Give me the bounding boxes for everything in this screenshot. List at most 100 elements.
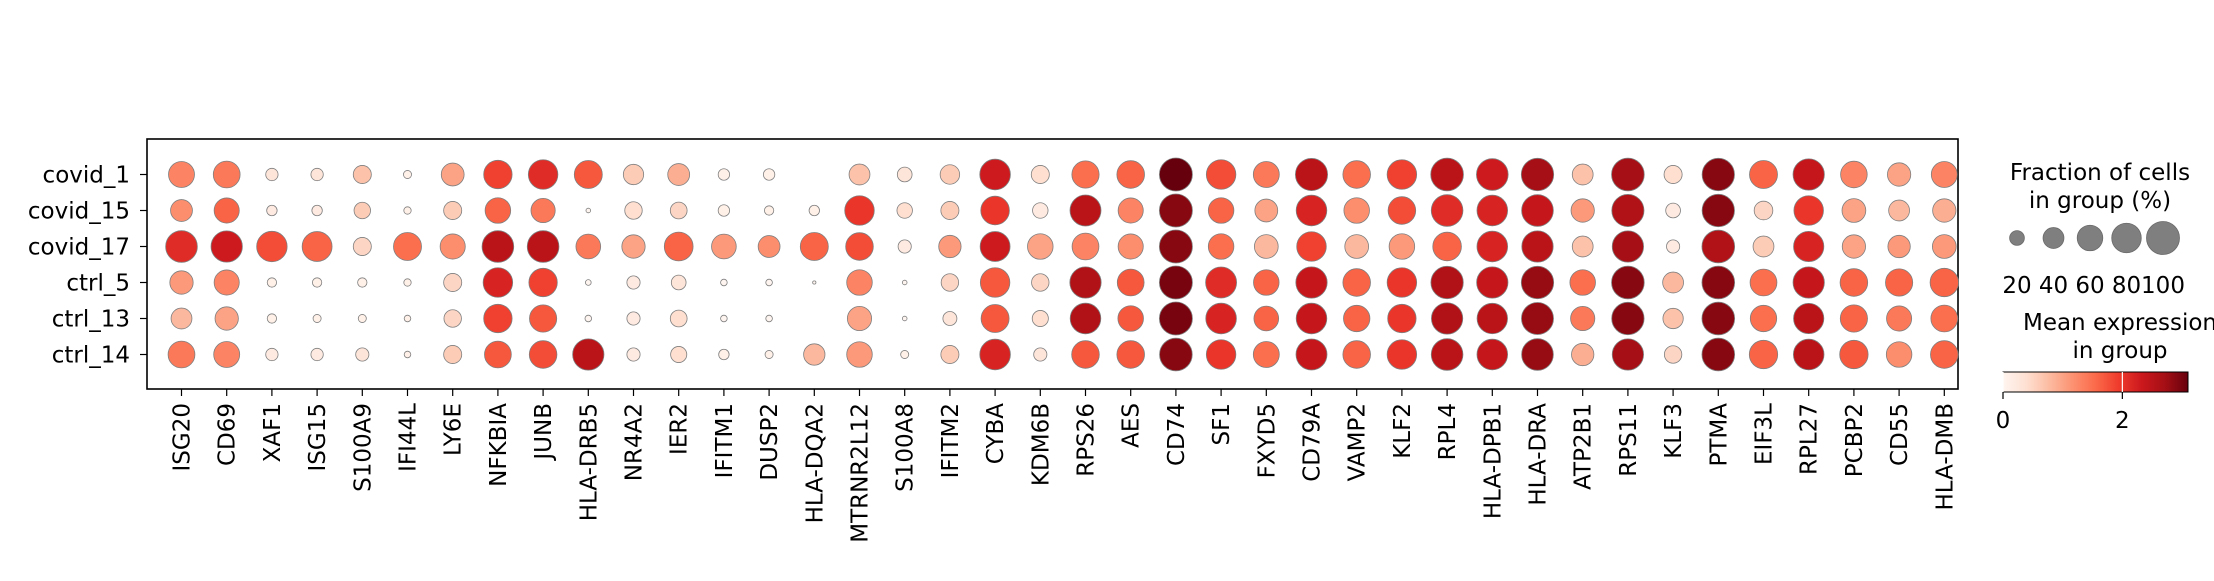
dot-ctrl-5-atp2b1 <box>1569 269 1596 296</box>
dot-covid-15-ly6e <box>443 201 463 220</box>
x-label-isg15: ISG15 <box>305 403 331 471</box>
dot-covid-15-hla-dmb <box>1932 198 1957 223</box>
dot-covid-15-cyba <box>980 195 1010 226</box>
dot-ctrl-5-dusp2 <box>765 278 773 287</box>
dot-ctrl-13-atp2b1 <box>1570 305 1596 332</box>
dot-ctrl-14-hla-drb5 <box>572 338 605 371</box>
dot-covid-1-cd55 <box>1887 162 1912 187</box>
dot-covid-1-cd69 <box>212 160 241 189</box>
size-legend-dot-20 <box>2009 230 2025 246</box>
size-legend-label-100: 100 <box>2141 273 2185 299</box>
dot-covid-1-s100a9 <box>352 165 372 184</box>
dot-covid-1-rps26 <box>1071 160 1100 189</box>
x-label-fxyd5: FXYD5 <box>1254 403 1280 478</box>
dot-ctrl-14-ier2 <box>670 346 688 363</box>
size-legend-label-60: 60 <box>2075 273 2104 299</box>
x-label-cyba: CYBA <box>983 403 1009 464</box>
dot-covid-1-cd79a <box>1295 158 1328 191</box>
dot-ctrl-13-rpl4 <box>1431 302 1464 335</box>
size-legend-title-line1: Fraction of cells <box>2010 160 2190 186</box>
dot-covid-17-rps11 <box>1611 230 1644 263</box>
dot-ctrl-14-hla-dra <box>1521 338 1554 371</box>
dot-ctrl-5-xaf1 <box>266 277 277 288</box>
x-label-hla-dmb: HLA-DMB <box>1932 403 1958 511</box>
colorbar-label-2: 2 <box>2115 408 2130 434</box>
dot-covid-17-fxyd5 <box>1254 234 1279 259</box>
dot-ctrl-5-sf1 <box>1205 266 1237 299</box>
dot-layer <box>165 157 1959 372</box>
x-label-aes: AES <box>1119 403 1145 448</box>
dot-covid-17-isg15 <box>301 231 333 262</box>
dot-ctrl-5-klf3 <box>1662 271 1684 294</box>
dot-ctrl-13-cd79a <box>1295 302 1328 335</box>
y-label-ctrl-14: ctrl_14 <box>52 343 130 369</box>
dot-covid-15-s100a8 <box>896 202 913 219</box>
dot-ctrl-14-ly6e <box>443 345 463 364</box>
dot-ctrl-14-hla-dpb1 <box>1476 338 1509 371</box>
dot-ctrl-5-hla-dmb <box>1929 267 1959 298</box>
y-label-covid-1: covid_1 <box>43 163 130 189</box>
dot-covid-17-s100a9 <box>352 237 372 256</box>
dot-ctrl-13-cd69 <box>214 306 239 331</box>
dot-ctrl-13-s100a9 <box>357 314 367 323</box>
x-label-atp2b1: ATP2B1 <box>1571 403 1597 490</box>
dot-ctrl-14-cd69 <box>213 341 241 368</box>
dot-covid-15-rpl27 <box>1793 195 1824 226</box>
dot-covid-17-ifitm1 <box>711 233 737 260</box>
dot-covid-15-atp2b1 <box>1570 198 1595 223</box>
dot-ctrl-5-cd55 <box>1885 268 1914 297</box>
dot-ctrl-5-fxyd5 <box>1253 269 1280 296</box>
dot-ctrl-13-ier2 <box>669 309 688 328</box>
dot-covid-1-cd74 <box>1159 157 1193 192</box>
dot-ctrl-13-cyba <box>980 304 1010 333</box>
dot-ctrl-5-s100a9 <box>357 277 368 288</box>
dot-ctrl-13-klf2 <box>1387 303 1417 334</box>
dot-ctrl-13-dusp2 <box>765 314 773 323</box>
dot-covid-15-cd79a <box>1295 194 1328 227</box>
dot-ctrl-14-cd55 <box>1885 341 1913 368</box>
x-label-ifitm1: IFITM1 <box>712 403 738 478</box>
dot-ctrl-13-rps26 <box>1069 302 1102 335</box>
y-label-ctrl-13: ctrl_13 <box>52 307 130 333</box>
dot-ctrl-14-s100a9 <box>355 347 370 362</box>
dot-covid-15-vamp2 <box>1343 197 1370 224</box>
dot-ctrl-5-nfkbia <box>482 267 514 298</box>
dot-ctrl-14-eif3l <box>1748 339 1779 370</box>
dot-covid-1-eif3l <box>1749 160 1778 189</box>
dot-covid-1-klf3 <box>1663 165 1683 184</box>
size-legend-dots <box>2009 221 2180 255</box>
dot-covid-1-fxyd5 <box>1252 161 1280 188</box>
dot-covid-17-s100a8 <box>897 239 912 254</box>
dot-ctrl-5-cd69 <box>213 269 240 296</box>
dot-covid-15-isg15 <box>311 204 323 217</box>
dot-ctrl-5-ifitm1 <box>720 278 728 287</box>
dot-covid-1-rpl4 <box>1430 157 1464 192</box>
dot-covid-1-kdm6b <box>1030 165 1050 184</box>
x-label-nfkbia: NFKBIA <box>486 403 512 487</box>
dot-ctrl-14-aes <box>1116 340 1145 369</box>
colorbar-label-0: 0 <box>1996 408 2011 434</box>
dot-ctrl-13-kdm6b <box>1031 310 1049 327</box>
x-label-cd74: CD74 <box>1164 403 1190 466</box>
dot-ctrl-14-ptma <box>1701 337 1736 372</box>
dot-covid-15-rps26 <box>1069 194 1102 227</box>
dot-covid-17-rpl27 <box>1793 230 1825 263</box>
dot-ctrl-5-vamp2 <box>1342 268 1371 297</box>
x-label-kdm6b: KDM6B <box>1028 403 1054 486</box>
dot-covid-15-junb <box>530 197 556 224</box>
dot-ctrl-13-eif3l <box>1749 304 1778 333</box>
x-label-mtrnr2l12: MTRNR2L12 <box>848 403 874 543</box>
dot-covid-17-rpl4 <box>1432 231 1462 262</box>
dot-ctrl-14-vamp2 <box>1342 340 1371 369</box>
x-label-ifi44l: IFI44L <box>396 403 422 472</box>
dot-ctrl-14-hla-dqa2 <box>803 343 826 366</box>
dot-ctrl-13-mtrnr2l12 <box>846 305 873 332</box>
dot-covid-17-cd55 <box>1887 234 1911 259</box>
dot-ctrl-5-cd79a <box>1295 266 1328 299</box>
dot-covid-17-nfkbia <box>481 230 515 263</box>
colorbar <box>2002 371 2189 393</box>
dot-covid-15-ifitm2 <box>940 201 960 220</box>
dot-ctrl-14-cyba <box>979 338 1011 371</box>
